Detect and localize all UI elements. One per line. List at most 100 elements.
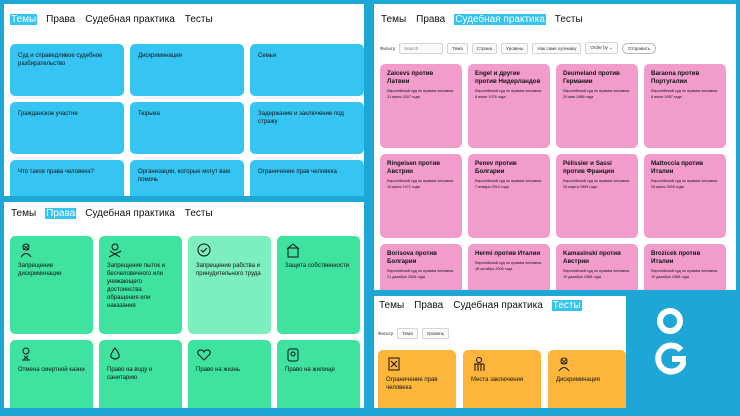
right-title: Защита собственности xyxy=(285,263,349,269)
case-court: Европейский суд по правам человека xyxy=(651,89,718,94)
case-card[interactable]: Ringeisen против Австрии Европейский суд … xyxy=(380,154,462,238)
submit-button[interactable]: Отправить xyxy=(621,42,657,54)
tab-rights[interactable]: Права xyxy=(46,14,76,25)
filter-topic[interactable]: Тема xyxy=(397,328,418,339)
tab-topics[interactable]: Темы xyxy=(11,208,37,219)
case-date: 19 декабря 1989 года xyxy=(651,275,689,280)
tab-tests[interactable]: Тесты xyxy=(184,208,213,219)
case-card[interactable]: Mattoccia против Италии Европейский суд п… xyxy=(644,154,726,238)
right-card[interactable]: Право на жизнь xyxy=(188,340,271,408)
right-card[interactable]: Запрещение рабства и принудительного тру… xyxy=(188,236,271,334)
right-card[interactable]: Отмена смертной казни xyxy=(10,340,93,408)
right-title: Право на воду и санитарию xyxy=(107,367,153,382)
topic-title: Задержание и заключение под стражу xyxy=(258,111,344,126)
right-card[interactable]: Право на жилище xyxy=(277,340,360,408)
right-title: Запрещение дискриминации xyxy=(18,263,62,278)
case-court: Европейский суд по правам человека xyxy=(651,179,718,184)
right-card[interactable]: Запрещение пыток и бесчеловечного или ун… xyxy=(99,236,182,334)
topic-card[interactable]: Организации, которые могут вам помочь xyxy=(130,160,244,196)
order-by-select[interactable]: Order by ⌄ xyxy=(585,42,618,54)
right-card[interactable]: Защита собственности xyxy=(277,236,360,334)
tab-topics[interactable]: Темы xyxy=(381,14,407,25)
case-card[interactable]: Zaicevs против Латвии Европейский суд по … xyxy=(380,64,462,148)
topics-grid: Суд и справедливое судебное разбирательс… xyxy=(10,44,364,196)
topic-card[interactable]: Что такое права человека? xyxy=(10,160,124,196)
case-court: Европейский суд по правам человека xyxy=(387,179,454,184)
filter-country[interactable]: Страна xyxy=(471,42,498,54)
topic-title: Что такое права человека? xyxy=(18,169,94,175)
case-court: Европейский суд по правам человека xyxy=(563,179,630,184)
right-title: Запрещение рабства и принудительного тру… xyxy=(196,263,261,278)
topic-card[interactable]: Задержание и заключение под стражу xyxy=(250,102,364,154)
topic-title: Гражданское участие xyxy=(18,111,78,117)
case-card[interactable]: Engel и другие против Нидерландов Европей… xyxy=(468,64,550,148)
tab-tests[interactable]: Тесты xyxy=(554,14,583,25)
case-title: Ringeisen против Австрии xyxy=(387,160,441,176)
case-card[interactable]: Kamasinski против Австрии Европейский суд… xyxy=(556,244,638,290)
right-title: Отмена смертной казни xyxy=(18,367,85,373)
case-card[interactable]: Borisova против Болгарии Европейский суд … xyxy=(380,244,462,290)
case-title: Brozicek против Италии xyxy=(651,250,701,266)
case-title: Pélissier и Sassi против Франции xyxy=(563,160,615,176)
case-card[interactable]: Brozicek против Италии Европейский суд по… xyxy=(644,244,726,290)
right-title: Запрещение пыток и бесчеловечного или ун… xyxy=(107,263,165,310)
tab-rights[interactable]: Права xyxy=(416,14,446,25)
search-input[interactable]: Search xyxy=(399,42,444,54)
filter-topic[interactable]: Тема xyxy=(447,42,468,54)
right-title: Право на жилище xyxy=(285,367,335,373)
topic-title: Семья xyxy=(258,53,277,59)
filter-level[interactable]: Уровень xyxy=(421,328,450,339)
case-card[interactable]: Deumeland против Германии Европейский суд… xyxy=(556,64,638,148)
test-card[interactable]: Ограничение прав человека xyxy=(378,350,456,408)
topic-title: Организации, которые могут вам помочь xyxy=(138,169,230,184)
tests-panel: Темы Права Судебная практика Тесты Фильт… xyxy=(374,296,626,408)
case-card[interactable]: Hermi против Италии Европейский суд по пр… xyxy=(468,244,550,290)
tab-rights[interactable]: Права xyxy=(45,208,77,219)
topic-card[interactable]: Тюрьма xyxy=(130,102,244,154)
test-card[interactable]: Дискриминация xyxy=(548,350,626,408)
case-title: Baraona против Португалии xyxy=(651,70,700,86)
topic-card[interactable]: Гражданское участие xyxy=(10,102,124,154)
filter-level[interactable]: Уровень xyxy=(501,42,529,54)
filter-label: Фильтр xyxy=(380,45,396,51)
case-card[interactable]: Baraona против Португалии Европейский суд… xyxy=(644,64,726,148)
housing-icon xyxy=(287,348,299,362)
tab-case-law[interactable]: Судебная практика xyxy=(85,14,175,25)
tab-case-law[interactable]: Судебная практика xyxy=(85,208,175,219)
case-title: Mattoccia против Италии xyxy=(651,160,704,176)
topic-card[interactable]: Ограничение прав человека xyxy=(250,160,364,196)
topics-panel: Темы Права Судебная практика Тесты Суд и… xyxy=(4,4,364,196)
right-card[interactable]: Запрещение дискриминации xyxy=(10,236,93,334)
right-card[interactable]: Право на воду и санитарию xyxy=(99,340,182,408)
case-date: 16 июля 1971 года xyxy=(387,185,420,190)
case-title: Kamasinski против Австрии xyxy=(563,250,621,266)
tab-topics[interactable]: Темы xyxy=(379,300,405,311)
tab-case-law[interactable]: Судебная практика xyxy=(453,300,543,311)
tab-topics[interactable]: Темы xyxy=(10,14,38,25)
test-title: Места заключения xyxy=(471,377,524,383)
tab-case-law[interactable]: Судебная практика xyxy=(454,14,546,25)
case-court: Европейский суд по правам человека xyxy=(475,89,542,94)
case-card[interactable]: Pélissier и Sassi против Франции Европейс… xyxy=(556,154,638,238)
topic-card[interactable]: Дискриминация xyxy=(130,44,244,96)
case-title: Deumeland против Германии xyxy=(563,70,620,86)
case-date: 29 мая 1986 года xyxy=(563,95,594,100)
case-court: Европейский суд по правам человека xyxy=(387,89,454,94)
topic-card[interactable]: Суд и справедливое судебное разбирательс… xyxy=(10,44,124,96)
tab-tests[interactable]: Тесты xyxy=(184,14,213,25)
test-card[interactable]: Места заключения xyxy=(463,350,541,408)
tab-rights[interactable]: Права xyxy=(414,300,444,311)
topics-nav: Темы Права Судебная практика Тесты xyxy=(10,14,214,25)
case-date: 25 июля 2000 года xyxy=(651,185,684,190)
case-card[interactable]: Penev против Болгарии Европейский суд по … xyxy=(468,154,550,238)
case-date: 21 декабря 2006 года xyxy=(387,275,425,280)
cases-grid: Zaicevs против Латвии Европейский суд по … xyxy=(380,64,726,290)
case-filters: Фильтр Search Тема Страна Уровень Нак са… xyxy=(380,42,657,54)
case-date: 25 марта 1999 года xyxy=(563,185,598,190)
case-law-panel: Темы Права Судебная практика Тесты Фильт… xyxy=(374,4,736,290)
no-death-penalty-icon xyxy=(22,347,30,361)
topic-card[interactable]: Семья xyxy=(250,44,364,96)
filter-other[interactable]: Нак саме хугемаку xyxy=(532,42,582,54)
tab-tests[interactable]: Тесты xyxy=(551,300,582,311)
case-court: Европейский суд по правам человека xyxy=(563,269,630,274)
